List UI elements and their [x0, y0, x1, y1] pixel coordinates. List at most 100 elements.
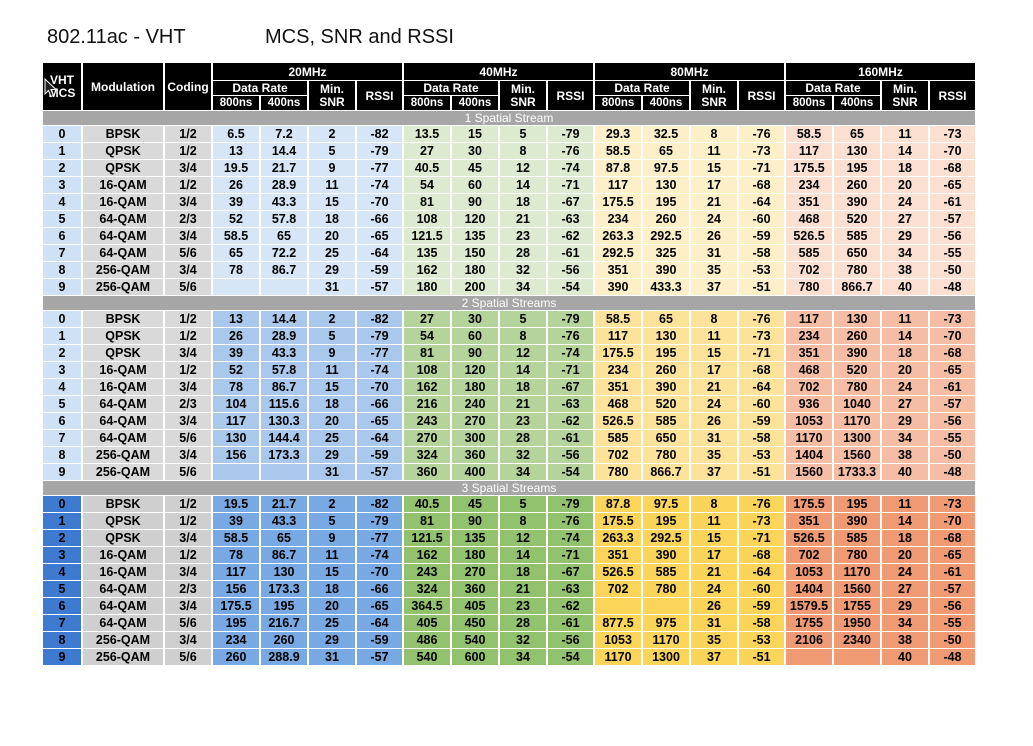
coding-cell: 5/6 [165, 649, 211, 665]
table-row: 0 BPSK 1/2 19.5 21.7 2 -82 40.5 45 5 -79 87.8 97.5 8-… [43, 496, 975, 512]
coding-cell: 1/2 [165, 513, 211, 529]
snr-40-cell: 14 [500, 362, 546, 378]
snr-40-cell: 18 [500, 379, 546, 395]
rssi-160-cell: -50 [930, 632, 975, 648]
rate-80-400-cell: 130 [643, 328, 689, 344]
modulation-cell: 64-QAM [83, 430, 163, 446]
rate-160-400-cell: 390 [834, 513, 880, 529]
coding-cell: 1/2 [165, 311, 211, 327]
rate-40-400-cell: 270 [452, 564, 498, 580]
rate-80-800-cell: 175.5 [595, 194, 641, 210]
snr-40-cell: 8 [500, 143, 546, 159]
rate-20-400-cell: 21.7 [261, 160, 307, 176]
rate-80-800-cell: 234 [595, 362, 641, 378]
rate-80-800-cell: 58.5 [595, 311, 641, 327]
rate-160-800-cell: 1560 [786, 464, 832, 480]
rate-40-400-cell: 135 [452, 530, 498, 546]
snr-40-cell: 14 [500, 547, 546, 563]
rssi-80-cell: -73 [739, 328, 784, 344]
rssi-40-cell: -74 [548, 345, 593, 361]
snr-80-cell: 26 [691, 413, 737, 429]
rate-160-800-cell: 468 [786, 211, 832, 227]
rate-80-400-cell: 1300 [643, 649, 689, 665]
rate-160-400-cell: 390 [834, 194, 880, 210]
rate-40-800-cell: 54 [404, 328, 450, 344]
header-rssi: RSSI [930, 81, 975, 110]
rssi-80-cell: -53 [739, 447, 784, 463]
rate-160-800-cell: 1053 [786, 564, 832, 580]
rate-160-800-cell: 117 [786, 143, 832, 159]
rate-40-400-cell: 90 [452, 345, 498, 361]
table-row: 9 256-QAM 5/6 260 288.9 31 -57 540 600 34 -54 1170 1… [43, 649, 975, 665]
rate-80-800-cell: 117 [595, 177, 641, 193]
table-row: 7 64-QAM 5/6 65 72.2 25 -64 135 150 28 -61 292.5 325… [43, 245, 975, 261]
snr-20-cell: 5 [309, 143, 355, 159]
rate-160-800-cell: 351 [786, 345, 832, 361]
coding-cell: 3/4 [165, 530, 211, 546]
rssi-160-cell: -68 [930, 530, 975, 546]
rate-40-400-cell: 120 [452, 362, 498, 378]
rate-20-800-cell: 156 [213, 447, 259, 463]
rate-80-400-cell: 433.3 [643, 279, 689, 295]
rate-40-400-cell: 270 [452, 413, 498, 429]
snr-80-cell: 24 [691, 396, 737, 412]
rssi-80-cell: -60 [739, 581, 784, 597]
rate-20-400-cell: 14.4 [261, 143, 307, 159]
snr-40-cell: 12 [500, 530, 546, 546]
snr-20-cell: 18 [309, 211, 355, 227]
rate-20-400-cell: 86.7 [261, 547, 307, 563]
rate-20-400-cell: 130 [261, 564, 307, 580]
snr-160-cell: 11 [882, 496, 928, 512]
rssi-80-cell: -76 [739, 496, 784, 512]
table-row: 3 16-QAM 1/2 52 57.8 11 -74 108 120 14 -71 234 260 17… [43, 362, 975, 378]
modulation-cell: 16-QAM [83, 194, 163, 210]
rssi-160-cell: -73 [930, 311, 975, 327]
rate-40-400-cell: 450 [452, 615, 498, 631]
rate-40-400-cell: 200 [452, 279, 498, 295]
header-gi-800ns: 800ns [595, 96, 641, 110]
rate-40-800-cell: 270 [404, 430, 450, 446]
rate-80-400-cell: 32.5 [643, 126, 689, 142]
rate-80-400-cell: 975 [643, 615, 689, 631]
snr-80-cell: 35 [691, 632, 737, 648]
rssi-80-cell: -64 [739, 194, 784, 210]
table-row: 1 QPSK 1/2 13 14.4 5 -79 27 30 8 -76 58.5 65 11 -73 117… [43, 143, 975, 159]
mcs-index-cell: 9 [43, 464, 81, 480]
table-row: 9 256-QAM 5/6 31 -57 360 400 34 -54 780 866.7 37 -51… [43, 464, 975, 480]
rssi-160-cell: -70 [930, 328, 975, 344]
rate-80-400-cell: 390 [643, 547, 689, 563]
table-row: 2 QPSK 3/4 58.5 65 9 -77 121.5 135 12 -74 263.3 292.… [43, 530, 975, 546]
rate-20-800-cell: 19.5 [213, 160, 259, 176]
table-row: 1 QPSK 1/2 39 43.3 5 -79 81 90 8 -76 175.5 195 11 -73 3… [43, 513, 975, 529]
snr-160-cell: 20 [882, 362, 928, 378]
snr-160-cell: 29 [882, 413, 928, 429]
rate-160-400-cell: 130 [834, 311, 880, 327]
snr-80-cell: 37 [691, 279, 737, 295]
modulation-cell: 256-QAM [83, 632, 163, 648]
rate-40-800-cell: 243 [404, 564, 450, 580]
rate-20-400-cell: 43.3 [261, 194, 307, 210]
rate-40-800-cell: 364.5 [404, 598, 450, 614]
header-min-snr: Min. SNR [500, 81, 546, 110]
snr-20-cell: 31 [309, 649, 355, 665]
rate-20-800-cell [213, 464, 259, 480]
snr-80-cell: 31 [691, 245, 737, 261]
rate-40-400-cell: 15 [452, 126, 498, 142]
rate-160-400-cell: 1560 [834, 447, 880, 463]
header-min-snr: Min. SNR [882, 81, 928, 110]
snr-80-cell: 8 [691, 496, 737, 512]
coding-cell: 3/4 [165, 345, 211, 361]
modulation-cell: QPSK [83, 530, 163, 546]
rate-40-400-cell: 400 [452, 464, 498, 480]
snr-80-cell: 15 [691, 160, 737, 176]
rate-20-400-cell: 260 [261, 632, 307, 648]
rate-40-400-cell: 150 [452, 245, 498, 261]
snr-160-cell: 20 [882, 177, 928, 193]
snr-40-cell: 18 [500, 564, 546, 580]
modulation-cell: 64-QAM [83, 211, 163, 227]
document-title: 802.11ac - VHT [47, 26, 186, 48]
rate-160-800-cell: 702 [786, 379, 832, 395]
snr-80-cell: 24 [691, 581, 737, 597]
rate-80-400-cell [643, 598, 689, 614]
mcs-index-cell: 7 [43, 430, 81, 446]
